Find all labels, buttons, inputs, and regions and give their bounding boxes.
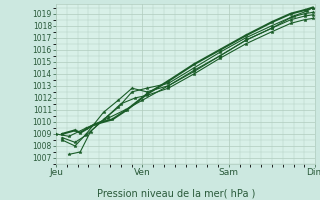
Text: Pression niveau de la mer( hPa ): Pression niveau de la mer( hPa ) — [97, 188, 255, 198]
